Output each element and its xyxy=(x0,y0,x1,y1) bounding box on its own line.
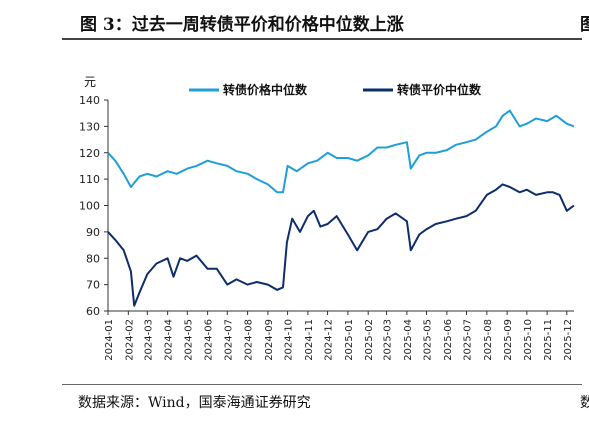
y-tick-label: 130 xyxy=(79,120,100,133)
legend-label-price: 转债价格中位数 xyxy=(223,82,308,97)
x-tick-label: 2025-04 xyxy=(403,319,414,361)
y-tick-label: 100 xyxy=(79,200,100,213)
x-tick-label: 2025-06 xyxy=(443,319,454,361)
series-layer xyxy=(107,109,575,307)
y-tick-label: 70 xyxy=(86,279,100,292)
legend: 转债价格中位数 转债平价中位数 xyxy=(189,82,482,97)
x-tick-label: 2024-12 xyxy=(324,319,335,361)
legend-label-parity: 转债平价中位数 xyxy=(397,82,482,97)
x-tick-label: 2024-06 xyxy=(204,319,215,361)
y-tick-label: 120 xyxy=(79,147,100,160)
adjacent-source-fragment: 数 xyxy=(580,395,589,411)
source-rule xyxy=(62,384,582,385)
x-tick-label: 2025-09 xyxy=(503,319,514,361)
y-tick-label: 110 xyxy=(79,173,100,186)
x-tick-label: 2025-12 xyxy=(563,319,574,361)
x-tick-label: 2024-05 xyxy=(183,319,194,361)
y-tick-label: 90 xyxy=(86,226,100,239)
x-tick-label: 2024-08 xyxy=(244,319,255,361)
x-tick-label: 2024-04 xyxy=(164,319,175,361)
y-tick-label: 140 xyxy=(79,94,100,107)
y-axis: 60 70 80 90 100 110 120 130 140 xyxy=(79,94,109,318)
x-tick-label: 2025-11 xyxy=(543,319,554,361)
y-axis-unit-label: 元 xyxy=(84,75,96,89)
source-note: 数据来源：Wind，国泰海通证券研究 xyxy=(78,395,311,411)
y-tick-label: 60 xyxy=(86,305,100,318)
y-tick-label: 80 xyxy=(86,252,100,265)
x-tick-label: 2025-07 xyxy=(463,319,474,361)
x-axis: 2024-01 2024-02 2024-03 2024-04 2024-05 2024-… xyxy=(104,310,574,361)
x-tick-label: 2025-02 xyxy=(364,319,375,361)
title-rule xyxy=(62,38,582,40)
x-tick-label: 2024-10 xyxy=(284,319,295,361)
x-tick-label: 2024-02 xyxy=(124,319,135,361)
x-tick-label: 2025-01 xyxy=(344,319,355,361)
series-line-parity-median xyxy=(107,183,575,307)
series-line-price-median xyxy=(107,109,575,194)
figure-title: 图 3：过去一周转债平价和价格中位数上涨 xyxy=(80,15,404,35)
x-tick-label: 2024-11 xyxy=(304,319,315,361)
x-tick-label: 2025-03 xyxy=(383,319,394,361)
x-tick-label: 2024-01 xyxy=(104,319,115,361)
x-tick-label: 2024-07 xyxy=(223,319,234,361)
x-tick-label: 2025-08 xyxy=(483,319,494,361)
x-tick-label: 2025-10 xyxy=(523,319,534,361)
x-tick-label: 2024-09 xyxy=(264,319,275,361)
x-tick-label: 2024-03 xyxy=(143,319,154,361)
adjacent-figure-title-fragment: 图 xyxy=(580,15,589,35)
x-tick-label: 2025-05 xyxy=(423,319,434,361)
